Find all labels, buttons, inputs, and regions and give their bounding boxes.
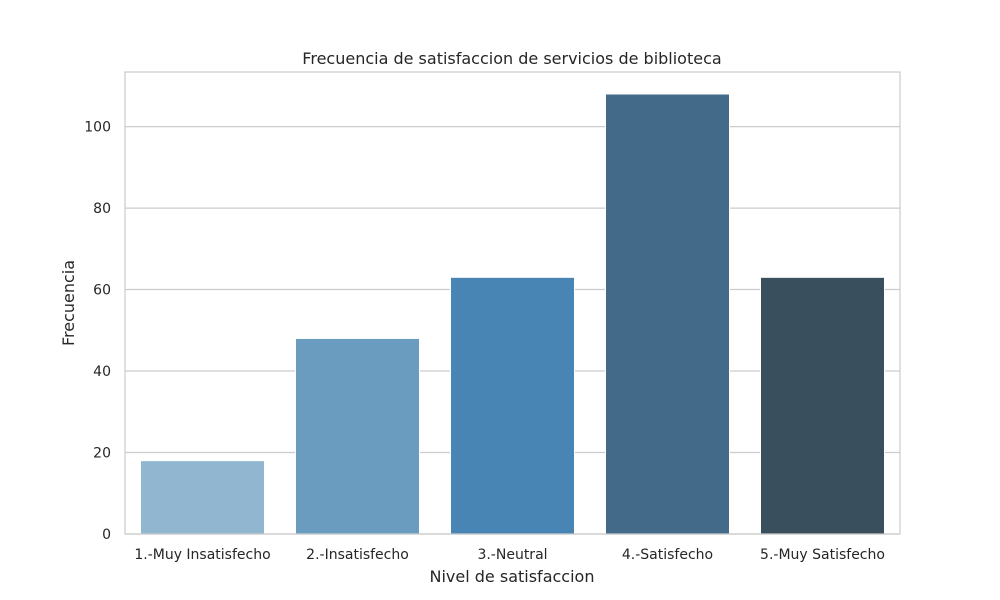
x-axis-ticks: 1.-Muy Insatisfecho 2.-Insatisfecho 3.-Neu… (134, 547, 885, 563)
y-tick-label: 20 (93, 446, 111, 462)
y-tick-label: 100 (84, 120, 111, 136)
x-axis-label: Nivel de satisfaccion (430, 567, 595, 586)
bar (450, 276, 575, 535)
bar (295, 337, 420, 535)
x-tick-label: 1.-Muy Insatisfecho (134, 547, 270, 563)
x-tick-label: 5.-Muy Satisfecho (760, 547, 885, 563)
y-tick-label: 80 (93, 201, 111, 217)
x-tick-label: 3.-Neutral (477, 547, 547, 563)
bar (760, 276, 885, 535)
y-tick-label: 60 (93, 283, 111, 299)
bars (140, 93, 885, 535)
y-axis-label: Frecuencia (59, 260, 78, 346)
chart-title: Frecuencia de satisfaccion de servicios … (302, 49, 721, 68)
y-axis-ticks: 0 20 40 60 80 100 (84, 120, 111, 543)
y-tick-label: 40 (93, 364, 111, 380)
y-tick-label: 0 (102, 527, 111, 543)
x-tick-label: 4.-Satisfecho (622, 547, 713, 563)
bar (605, 93, 730, 535)
x-tick-label: 2.-Insatisfecho (306, 547, 409, 563)
plot-frame (124, 71, 901, 535)
bar (140, 460, 265, 535)
